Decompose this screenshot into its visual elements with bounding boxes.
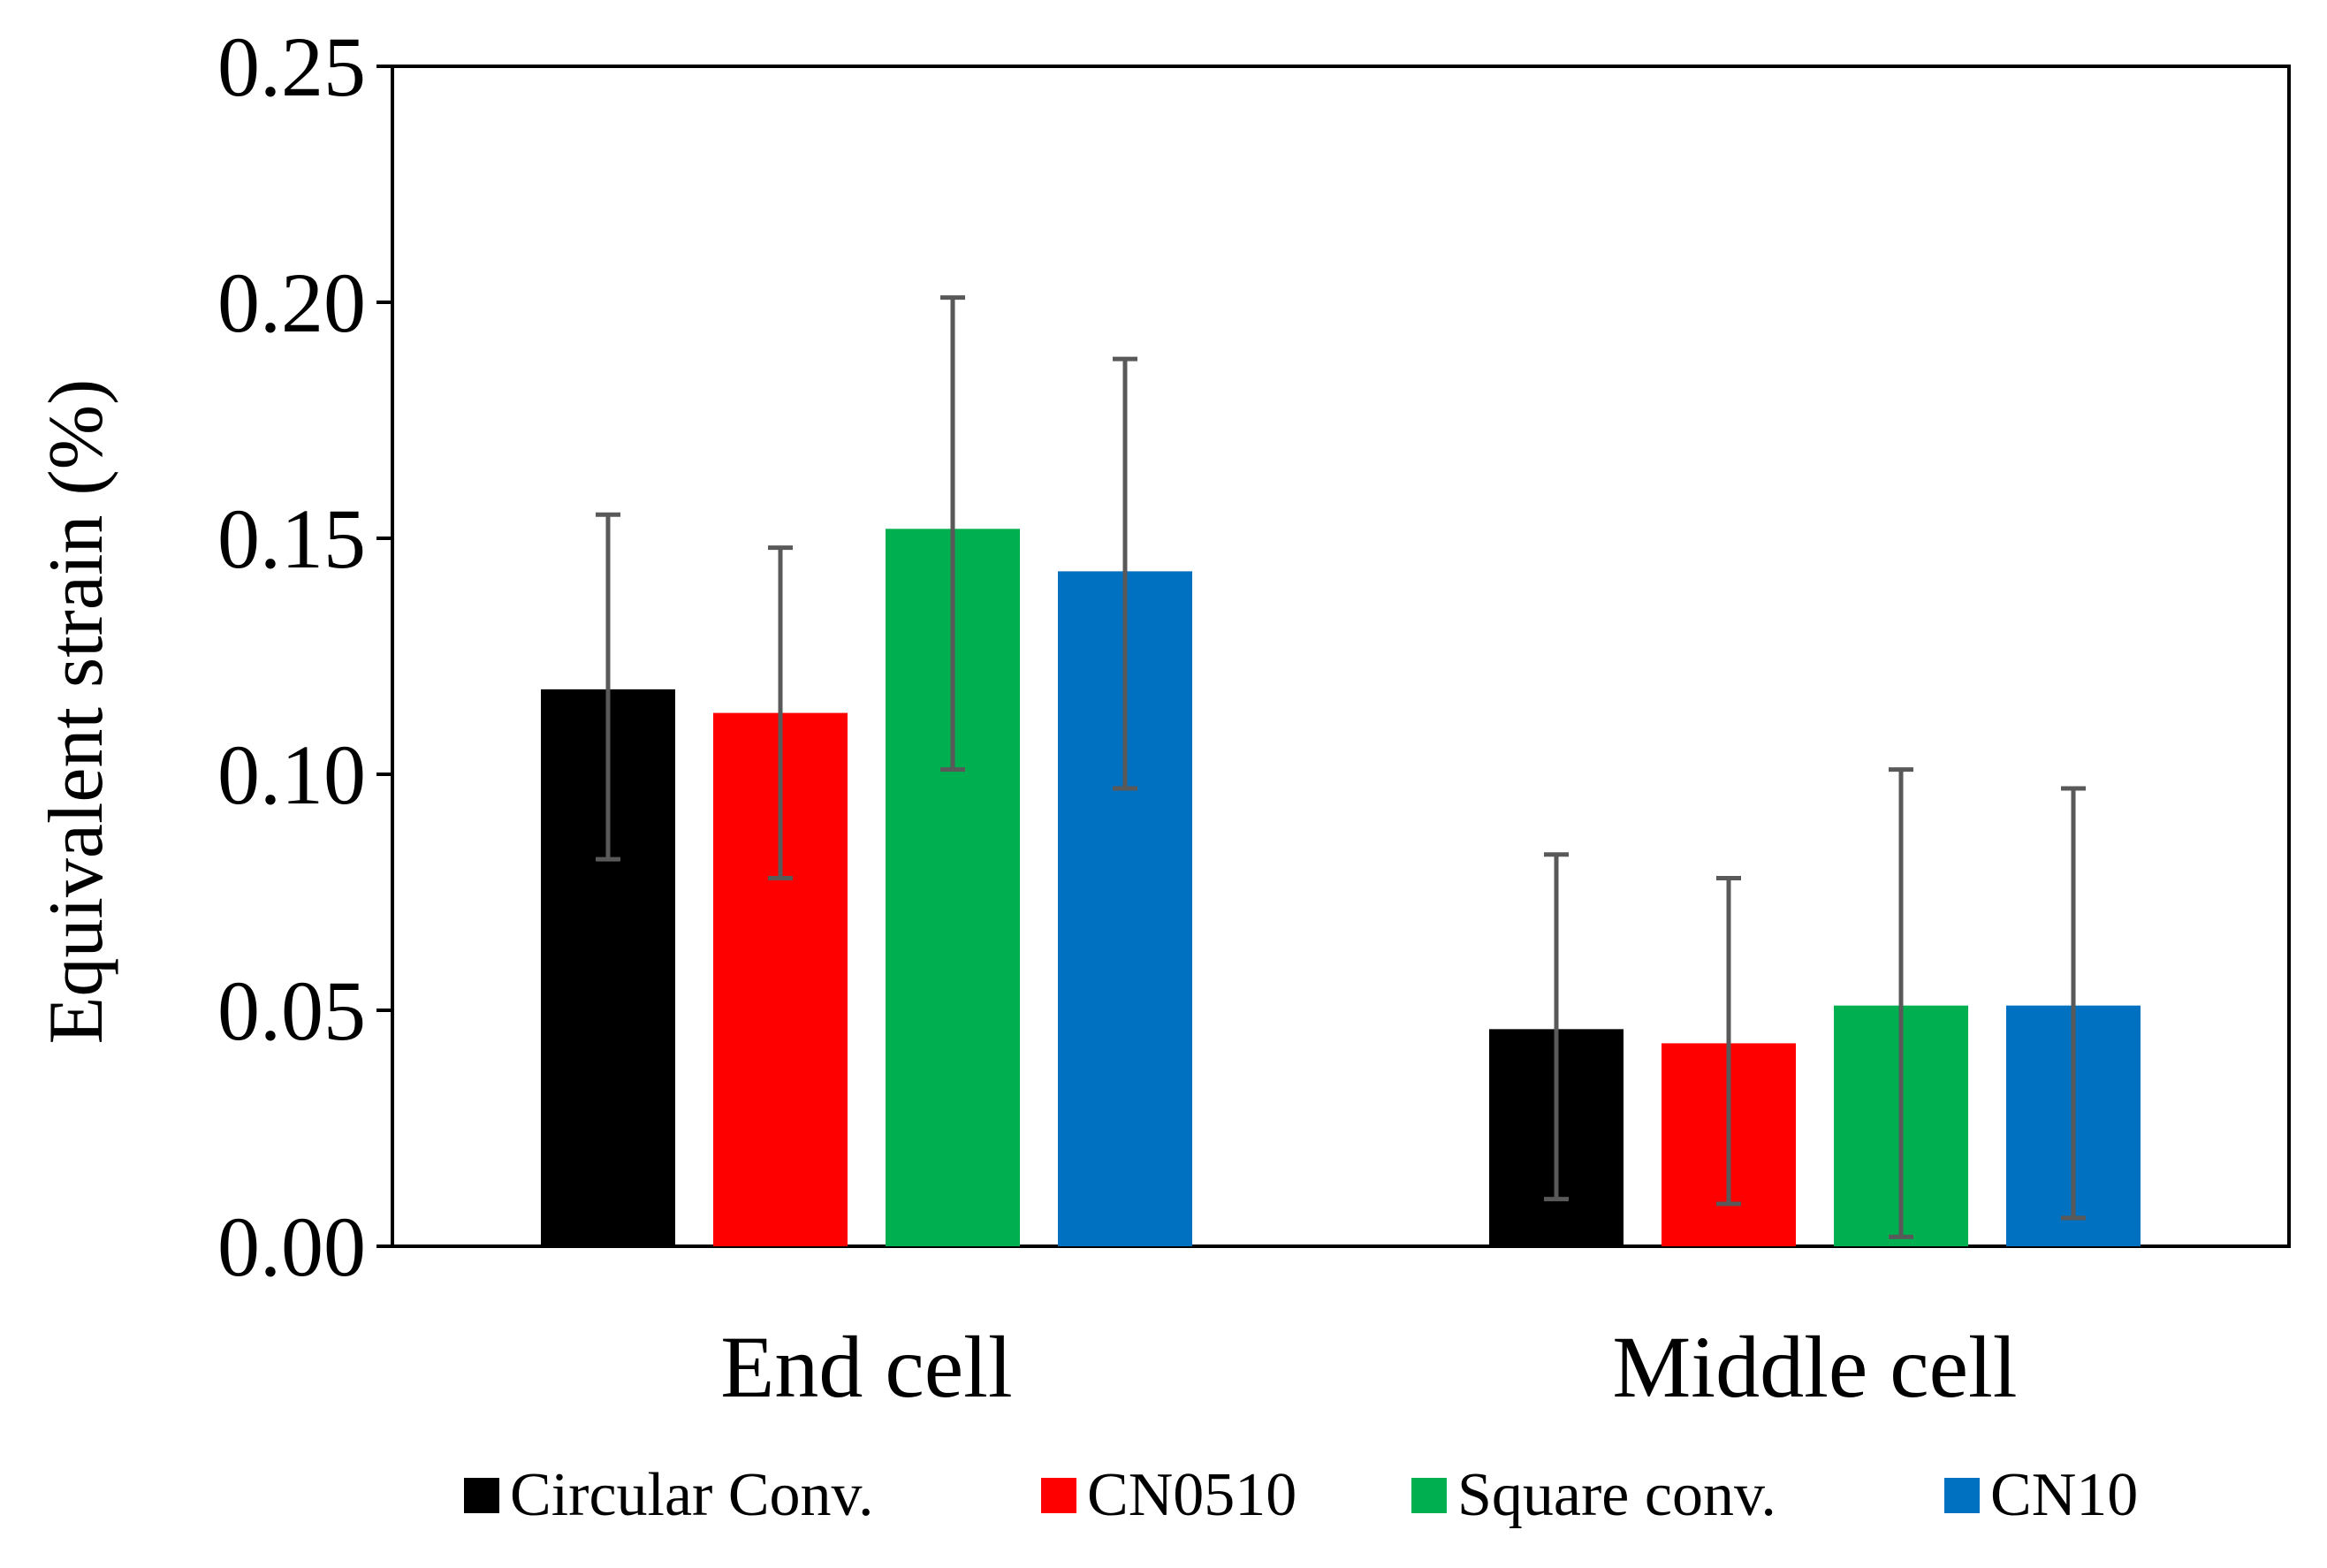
legend-label: CN10 [1990,1461,2138,1529]
y-tick-label: 0.00 [217,1199,366,1294]
y-tick-label: 0.25 [217,19,366,114]
y-axis-title: Equivalent strain (%) [34,379,119,1045]
x-category-label: Middle cell [1612,1318,2017,1416]
plot-area-border [391,65,2291,1248]
legend-swatch [464,1478,499,1513]
legend-label: Square conv. [1457,1461,1776,1529]
y-tick-label: 0.10 [217,727,366,822]
y-tick-label: 0.20 [217,255,366,350]
y-tick-label: 0.15 [217,491,366,586]
legend-swatch [1411,1478,1447,1513]
legend-swatch [1944,1478,1980,1513]
legend-label: CN0510 [1087,1461,1297,1529]
legend-swatch [1041,1478,1076,1513]
legend-label: Circular Conv. [510,1461,874,1529]
y-tick-label: 0.05 [217,963,366,1058]
x-category-label: End cell [720,1318,1012,1416]
